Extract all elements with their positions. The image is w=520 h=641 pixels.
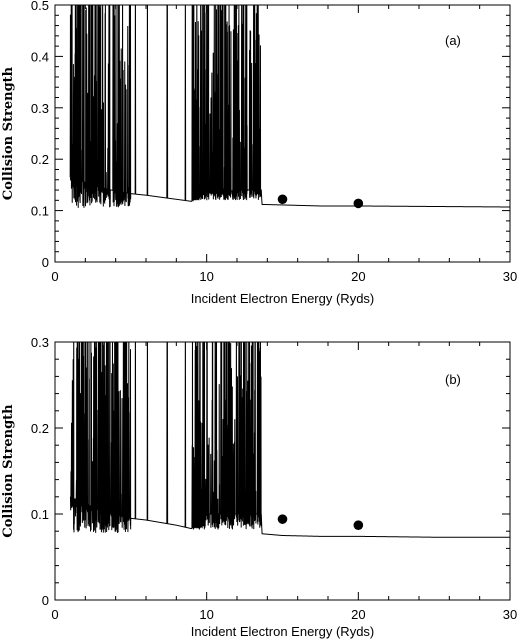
y-tick-label: 0.5 <box>31 0 49 13</box>
x-axis-label: Incident Electron Energy (Ryds) <box>191 624 375 639</box>
x-tick-label: 0 <box>51 269 58 284</box>
x-axis-label: Incident Electron Energy (Ryds) <box>191 291 375 306</box>
y-tick-label: 0 <box>42 593 49 608</box>
x-tick-label: 20 <box>351 269 365 284</box>
series-line <box>69 5 510 208</box>
y-tick-label: 0.1 <box>31 204 49 219</box>
y-axis-label: Collision Strength <box>1 404 16 538</box>
y-tick-label: 0.2 <box>31 421 49 436</box>
y-axis-label: Collision Strength <box>1 66 16 200</box>
data-point <box>277 194 288 205</box>
y-tick-label: 0.3 <box>31 101 49 116</box>
panel-a: 0 10 20 30 0 0.1 0.2 0.3 0.4 0.5 Incident Electron… <box>1 0 517 306</box>
panel-b: 0 10 20 30 0 0.1 0.2 0.3 Incident Electron Energ… <box>1 335 517 639</box>
x-tick-label: 20 <box>351 607 365 622</box>
x-tick-label: 30 <box>503 607 517 622</box>
y-tick-label: 0.3 <box>31 335 49 350</box>
data-point <box>353 520 364 530</box>
series-line <box>69 342 510 538</box>
plot-frame <box>54 4 511 263</box>
panel-label: (a) <box>445 33 461 48</box>
y-tick-label: 0 <box>42 255 49 270</box>
data-point <box>353 198 364 209</box>
y-tick-label: 0.4 <box>31 49 49 64</box>
panel-label: (b) <box>445 372 461 387</box>
y-tick-label: 0.2 <box>31 152 49 167</box>
x-tick-label: 30 <box>503 269 517 284</box>
x-tick-label: 0 <box>51 607 58 622</box>
x-tick-label: 10 <box>199 607 213 622</box>
data-point <box>277 514 288 524</box>
x-tick-label: 10 <box>199 269 213 284</box>
plot-frame <box>54 341 511 601</box>
y-tick-label: 0.1 <box>31 507 49 522</box>
